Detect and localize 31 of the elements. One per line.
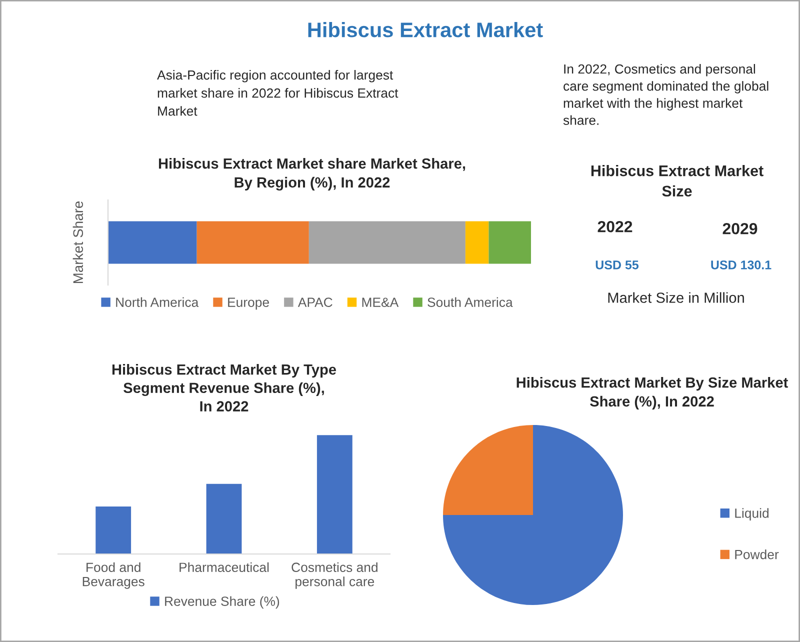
bar: [308, 221, 466, 264]
text: USD 55: [596, 260, 639, 270]
legend-label: Europe: [228, 298, 269, 310]
x-tick-label: Pharmaceutical: [180, 562, 269, 572]
bar: [108, 221, 197, 264]
legend-label: South America: [428, 297, 513, 307]
bar: [488, 221, 531, 264]
chart-title: Hibiscus Extract Market By Type Segment Revenue Share (%), In 2022: [112, 364, 336, 412]
legend-label: Liquid: [735, 508, 768, 520]
text: Market Size in Million: [608, 292, 744, 303]
text: Hibiscus Extract Market Size: [591, 165, 764, 197]
x-tick-label: Food and Bevarages: [82, 562, 144, 589]
bar: [465, 221, 489, 264]
text: Asia-Pacific region accounted for largest market share in 2022 for Hibiscus Extract Market: [157, 70, 398, 116]
legend-label: Revenue Share (%): [165, 596, 280, 609]
y-axis-title: Market Share: [72, 201, 84, 284]
text: USD 130.1: [711, 260, 772, 270]
legend-label: North America: [116, 297, 199, 307]
pie-slice: [443, 425, 533, 515]
bar: [196, 221, 309, 264]
text: Hibiscus Extract Market: [308, 22, 543, 38]
chart-title: Hibiscus Extract Market share Market Share, By Region (%), In 2022: [158, 158, 466, 191]
text: 2022: [598, 220, 632, 232]
pie-slice: [443, 425, 623, 605]
legend-label: ME&A: [362, 298, 399, 307]
legend-label: Powder: [735, 550, 779, 560]
legend-label: APAC: [298, 298, 332, 307]
x-tick-label: Cosmetics and personal care: [292, 562, 378, 589]
text: In 2022, Cosmetics and personal care segment dominated the global market with the highest market share.: [563, 64, 768, 125]
chart-title: Hibiscus Extract Market By Size Market Share (%), In 2022: [516, 377, 788, 410]
text: 2029: [722, 222, 758, 234]
